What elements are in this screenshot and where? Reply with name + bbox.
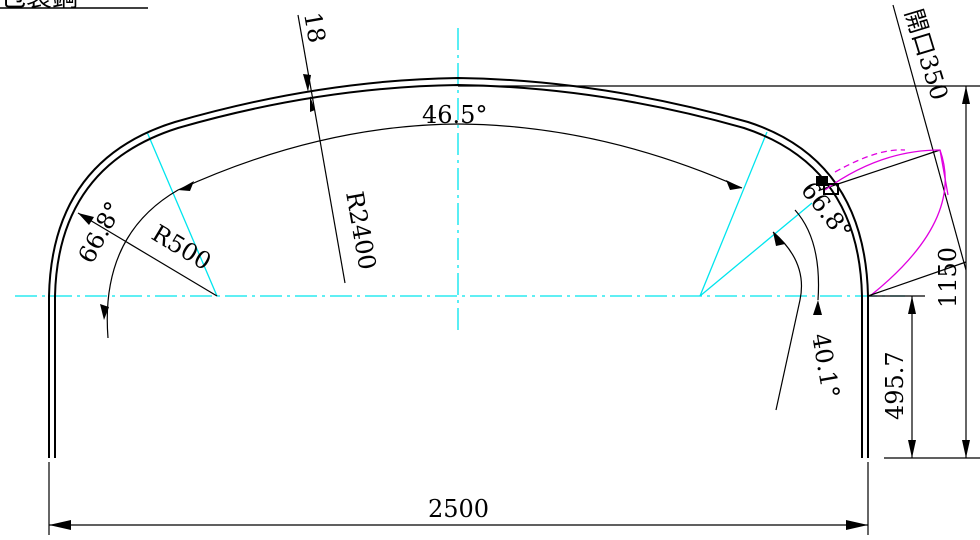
height-arrow-top — [962, 86, 970, 104]
width-arrow-right — [846, 520, 868, 530]
opening-marker-1 — [816, 176, 828, 186]
outer-contour — [48, 76, 869, 458]
crown-radius-leader — [297, 14, 346, 284]
opening-base-line — [867, 261, 967, 297]
width-label: 2500 — [428, 495, 489, 523]
opening-detail — [816, 4, 967, 297]
opening-marker-2 — [823, 183, 839, 195]
thickness-arrow-top — [303, 74, 311, 92]
opening-angle-label: 40.1° — [806, 331, 845, 400]
drawing-title: 包装鋼 — [0, 0, 78, 13]
width-dimension — [48, 462, 869, 535]
opening-radial — [699, 202, 813, 297]
thickness-arrow-bottom — [310, 96, 315, 112]
opening-chord — [819, 149, 941, 191]
head-outline — [48, 76, 869, 458]
knuckle-angle-right-label: 66.8° — [795, 176, 857, 245]
right-knuckle-radial — [699, 131, 768, 297]
dimension-arcs — [100, 123, 822, 411]
crown-angle-label: 46.5° — [422, 101, 487, 129]
height-arrow-bottom — [962, 440, 970, 458]
cut-arrow-bottom — [908, 440, 916, 458]
opening-leader — [892, 4, 967, 271]
crown-angle-arc — [106, 123, 743, 339]
thickness-label: 18 — [298, 10, 331, 45]
opening-edge — [939, 149, 949, 196]
right-knuckle-arc — [794, 209, 820, 301]
opening-label: 開口350 — [899, 6, 953, 104]
arc-arrow-opening — [773, 232, 785, 246]
vertical-dimensions — [458, 85, 980, 459]
opening-angle-arc — [772, 231, 803, 411]
inner-contour — [54, 83, 863, 458]
radius-leaders — [77, 14, 346, 297]
left-knuckle-radial — [146, 131, 218, 297]
width-arrow-left — [49, 520, 71, 530]
total-height-label: 1150 — [934, 247, 962, 308]
cut-arrow-top — [908, 296, 916, 314]
crown-radius-label: R2400 — [340, 189, 381, 272]
arc-arrow-right — [726, 180, 742, 190]
arc-arrow-left — [178, 181, 194, 191]
knuckle-angle-left-label: 66.8° — [73, 197, 128, 268]
arc-arrow-right-low — [813, 300, 822, 315]
arc-arrow-lower-left — [100, 304, 109, 320]
opening-dashed-arc — [834, 149, 906, 173]
knuckle-radius-arrow — [78, 213, 94, 225]
knuckle-radius-label: R500 — [147, 219, 216, 276]
centerlines — [15, 28, 905, 335]
cut-height-label: 495.7 — [881, 351, 909, 420]
knuckle-radius-leader — [77, 212, 218, 297]
